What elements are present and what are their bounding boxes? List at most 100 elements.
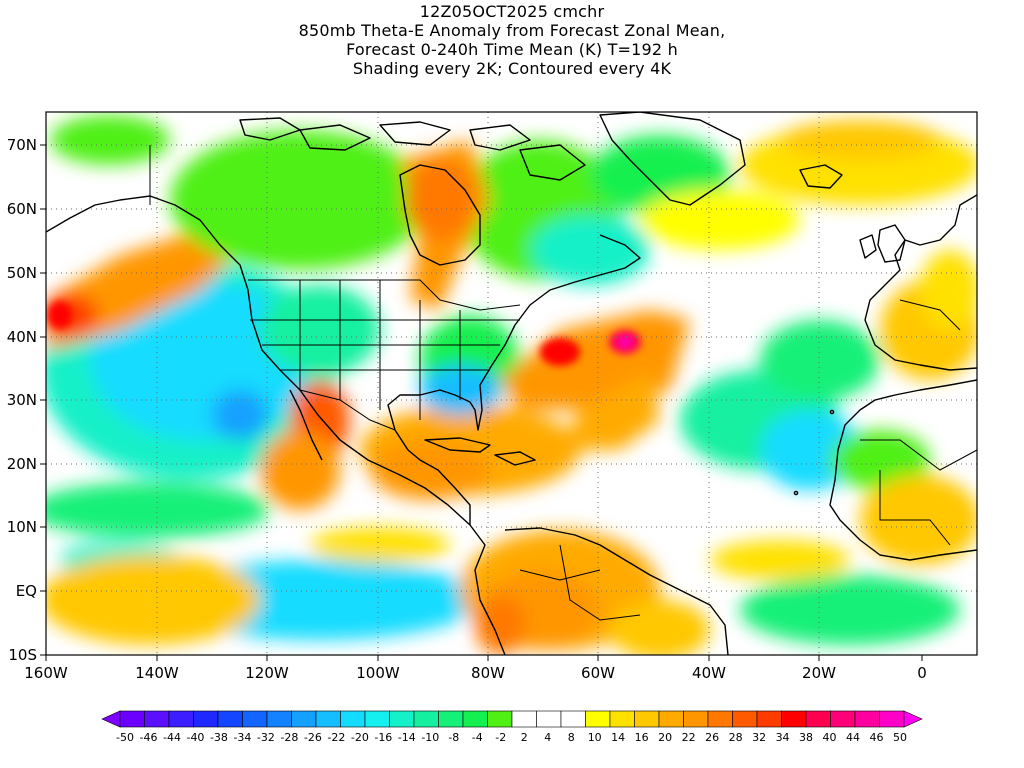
colorbar-swatch [291,710,317,728]
colorbar-swatch [413,710,439,728]
colorbar-swatch [536,710,562,728]
colorbar-swatch [266,710,292,728]
colorbar-swatch [119,710,145,728]
colorbar-swatch [511,710,537,728]
lat-label: 10N [7,518,37,536]
plot-frame [45,111,978,656]
colorbar-swatch [879,710,905,728]
colorbar-swatch [854,710,880,728]
colorbar-swatch [217,710,243,728]
colorbar-label: 22 [682,731,696,744]
colorbar-swatch [732,710,758,728]
colorbar-label: 40 [823,731,837,744]
colorbar-swatch [389,710,415,728]
political-boundaries [149,145,977,621]
lat-label: 60N [7,200,37,218]
colorbar-swatch [438,710,464,728]
colorbar-swatch [707,710,733,728]
colorbar-label: 44 [846,731,860,744]
colorbar-arrow-low [101,710,121,728]
colorbar-label: -34 [233,731,251,744]
colorbar-swatch [242,710,268,728]
colorbar-labels: -50 -46 -44 -40 -38 -34 -32 -28 -26 -22 -20 -16 -14-… [116,731,907,744]
colorbar-swatch [781,710,807,728]
colorbar-swatch [340,710,366,728]
colorbar [101,710,923,728]
colorbar-swatch [560,710,586,728]
colorbar-label: -46 [140,731,158,744]
lon-label: 60W [581,664,615,682]
lat-label: 40N [7,328,37,346]
lon-label: 80W [471,664,505,682]
colorbar-arrow-high [903,710,923,728]
lat-label: 30N [7,391,37,409]
lat-label: 50N [7,264,37,282]
lat-label: 20N [7,455,37,473]
colorbar-swatch [168,710,194,728]
title-line-2: 850mb Theta-E Anomaly from Forecast Zona… [298,21,726,40]
colorbar-label: -2 [495,731,506,744]
colorbar-label: 20 [658,731,672,744]
lon-label: 120W [245,664,289,682]
colorbar-label: -4 [472,731,483,744]
colorbar-label: -20 [351,731,369,744]
lon-label: 160W [24,664,68,682]
colorbar-swatch [683,710,709,728]
colorbar-label: 28 [729,731,743,744]
colorbar-label: 8 [568,731,575,744]
lat-label: 70N [7,136,37,154]
colorbar-swatch [585,710,611,728]
colorbar-swatch [756,710,782,728]
anomaly-shading [46,112,977,655]
colorbar-label: -50 [116,731,134,744]
colorbar-swatch [315,710,341,728]
lon-axis: 160W 140W 120W 100W 80W 60W 40W 20W 0 [24,664,927,682]
colorbar-label: -38 [210,731,228,744]
colorbar-label: 46 [870,731,884,744]
colorbar-label: 2 [521,731,528,744]
colorbar-label: -28 [280,731,298,744]
colorbar-label: -40 [186,731,204,744]
colorbar-label: -14 [398,731,416,744]
colorbar-swatch [830,710,856,728]
lon-label: 100W [356,664,400,682]
colorbar-label: 16 [635,731,649,744]
colorbar-swatch [462,710,488,728]
title-line-4: Shading every 2K; Contoured every 4K [352,59,672,78]
colorbar-label: 32 [752,731,766,744]
lat-label: 10S [8,646,37,664]
colorbar-swatch [634,710,660,728]
colorbar-label: -22 [327,731,345,744]
colorbar-label: -16 [374,731,392,744]
title-line-1: 12Z05OCT2025 cmchr [419,2,605,21]
lon-label: 20W [802,664,836,682]
colorbar-swatch [193,710,219,728]
axis-ticks [40,144,923,661]
colorbar-label: 10 [588,731,602,744]
lon-label: 40W [692,664,726,682]
colorbar-label: -32 [257,731,275,744]
colorbar-label: 4 [544,731,551,744]
colorbar-label: 26 [705,731,719,744]
colorbar-label: 50 [893,731,907,744]
colorbar-swatch [658,710,684,728]
colorbar-swatch [144,710,170,728]
colorbar-swatch [487,710,513,728]
colorbar-swatch [609,710,635,728]
map-gridlines [46,112,977,655]
colorbar-label: 34 [776,731,790,744]
lon-label: 0 [917,664,927,682]
lat-axis: 70N 60N 50N 40N 30N 20N 10N EQ 10S [7,136,37,664]
colorbar-label: 38 [799,731,813,744]
colorbar-label: -44 [163,731,181,744]
title-line-3: Forecast 0-240h Time Mean (K) T=192 h [346,40,678,59]
lon-label: 140W [135,664,179,682]
colorbar-label: -8 [448,731,459,744]
colorbar-swatch [805,710,831,728]
colorbar-swatch [364,710,390,728]
coastlines [46,112,977,655]
colorbar-label: 14 [611,731,625,744]
colorbar-label: -10 [421,731,439,744]
colorbar-label: -26 [304,731,322,744]
